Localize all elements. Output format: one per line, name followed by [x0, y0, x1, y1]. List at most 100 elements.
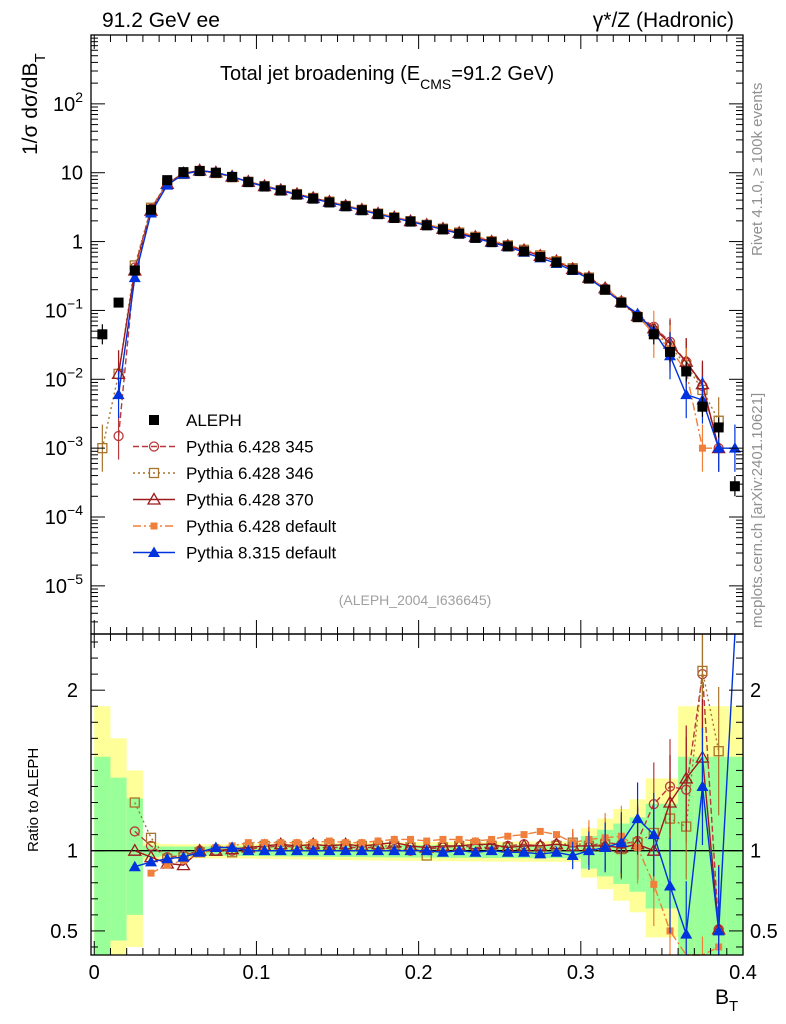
ratio-point	[147, 869, 155, 877]
ratio-point	[631, 812, 644, 824]
data-point	[210, 167, 221, 178]
ratio-point	[339, 844, 352, 856]
ratio-tick-label-right: 1	[750, 841, 761, 863]
ratio-point	[244, 839, 252, 847]
data-point	[551, 257, 562, 268]
series-point	[128, 271, 141, 283]
ratio-point	[176, 857, 191, 871]
legend-marker	[148, 546, 160, 557]
ratio-uncertainty-bands	[94, 706, 743, 955]
ratio-point	[662, 795, 678, 808]
band-green	[710, 756, 727, 955]
chart-title: Total jet broadening (ECMS=91.2 GeV)	[220, 63, 554, 92]
data-point	[97, 329, 108, 340]
x-tick-label: 0.1	[243, 962, 271, 984]
ratio-point	[372, 844, 385, 856]
y-tick-label: 10−1	[45, 295, 83, 322]
y-tick-exponent: −2	[67, 364, 83, 380]
data-point	[275, 185, 286, 196]
legend-marker	[149, 415, 159, 425]
data-point	[665, 346, 676, 357]
legend-marker	[148, 467, 160, 479]
band-green	[726, 756, 743, 955]
data-point	[583, 273, 594, 284]
y-tick-label: 10−5	[45, 571, 83, 598]
data-point	[632, 312, 643, 323]
data-point	[194, 165, 205, 176]
data-point	[713, 422, 724, 433]
data-point	[356, 205, 367, 216]
band-green	[110, 777, 127, 941]
ratio-point	[485, 844, 498, 856]
data-point	[243, 177, 254, 188]
data-point	[291, 189, 302, 200]
legend-item: Pythia 8.315 default	[133, 544, 337, 563]
ratio-point	[534, 847, 547, 859]
ratio-tick-label-left: 2	[67, 680, 78, 702]
legend-item: ALEPH	[149, 411, 242, 430]
legend-label: Pythia 6.428 default	[186, 517, 337, 536]
main-panel	[97, 163, 741, 497]
ratio-point	[163, 861, 171, 869]
y-tick-label: 10	[61, 163, 83, 185]
legend-marker	[146, 492, 162, 505]
ratio-point	[664, 879, 677, 891]
data-point	[729, 481, 740, 492]
ratio-point	[145, 855, 158, 867]
ratio-point	[518, 846, 531, 857]
data-point	[405, 216, 416, 227]
legend-label: Pythia 8.315 default	[186, 544, 337, 563]
ratio-point	[274, 844, 287, 856]
x-tick-label: 0	[89, 962, 100, 984]
data-point	[600, 284, 611, 295]
ratio-point	[177, 851, 190, 862]
data-point	[421, 220, 432, 231]
y-tick-label: 10−2	[45, 364, 83, 391]
y-tick-base: 10	[45, 438, 67, 460]
ratio-point	[680, 928, 693, 939]
ratio-point	[453, 844, 466, 856]
ratio-point	[696, 780, 709, 791]
svg-text:1/σ dσ/dBT: 1/σ dσ/dBT	[19, 53, 49, 155]
ratio-point	[129, 826, 140, 837]
y-tick-base: 10	[45, 507, 67, 529]
ratio-point	[615, 836, 628, 848]
header-left: 91.2 GeV ee	[102, 9, 220, 32]
title-main: Total jet broadening (E	[220, 63, 420, 85]
data-point	[454, 228, 465, 239]
y-tick-base: 10	[45, 369, 67, 391]
ratio-point	[355, 844, 368, 856]
legend: ALEPH Pythia 6.428 345 Pythia 6.428 346 Pyt…	[133, 411, 337, 563]
data-point	[535, 251, 546, 262]
ratio-point	[471, 837, 479, 845]
data-point	[308, 193, 319, 204]
data-point	[146, 204, 157, 215]
x-tick-label: 0.2	[405, 962, 433, 984]
ratio-point	[374, 837, 382, 845]
series-line	[117, 169, 735, 449]
ratio-point	[161, 852, 174, 864]
ratio-tick-label-right: 0.5	[750, 921, 778, 943]
data-point	[697, 401, 708, 412]
ylabel-sub: T	[32, 53, 49, 62]
legend-label: ALEPH	[186, 411, 242, 430]
ratio-point	[455, 835, 463, 843]
ratio-point	[552, 831, 560, 839]
legend-item: Pythia 6.428 370	[133, 491, 314, 510]
data-point	[437, 224, 448, 235]
ratio-point	[439, 835, 447, 843]
ratio-point	[488, 835, 496, 843]
data-point	[113, 297, 124, 308]
ratio-point	[290, 844, 303, 856]
ratio-point	[323, 844, 336, 856]
data-point	[227, 171, 238, 182]
ratio-point	[127, 843, 142, 856]
data-point	[340, 201, 351, 212]
series-point	[698, 444, 706, 452]
ratio-ylabel: Ratio to ALEPH	[25, 748, 42, 852]
svg-text:Total jet broadening (ECMS=91.: Total jet broadening (ECMS=91.2 GeV)	[220, 63, 554, 92]
ratio-point	[358, 839, 366, 847]
y-tick-exponent: 2	[75, 89, 83, 105]
ratio-point	[650, 880, 658, 888]
